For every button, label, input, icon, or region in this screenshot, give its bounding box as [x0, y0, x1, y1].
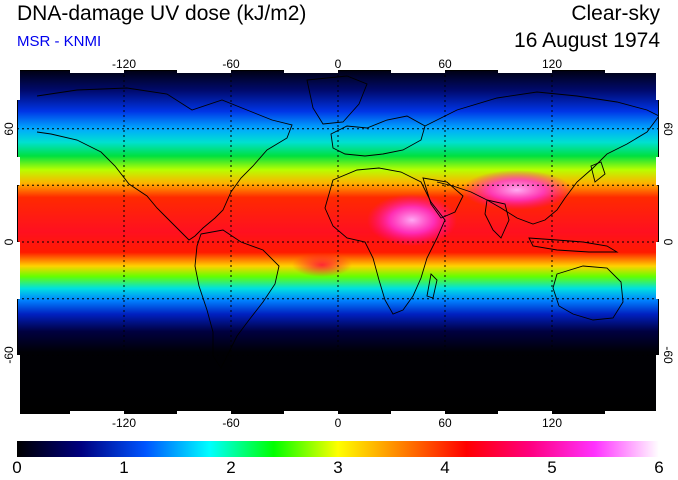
uv-max-tibet [462, 170, 572, 210]
frame-ticks [17, 70, 659, 414]
lon-tick-top: -60 [222, 57, 240, 71]
colorbar [17, 441, 659, 457]
europe-coast [330, 115, 426, 157]
graticule [17, 70, 659, 414]
colorbar-label: 0 [12, 458, 22, 477]
map-title: DNA-damage UV dose (kJ/m2) [17, 2, 307, 25]
south-america-coast [194, 229, 280, 369]
colorbar-gradient [17, 441, 659, 457]
lon-tick-top: 60 [438, 57, 452, 71]
lon-tick-bottom: 60 [438, 416, 452, 430]
lat-tick-left: -60 [2, 346, 16, 364]
source-label: MSR - KNMI [17, 33, 102, 50]
uv-dose-world-map [17, 70, 659, 414]
lon-tick-bottom: -120 [111, 416, 137, 430]
colorbar-label: 6 [654, 458, 664, 477]
lat-tick-right: -60 [661, 346, 675, 364]
lat-tick-left: 60 [2, 122, 16, 136]
lat-tick-right: 60 [661, 122, 675, 136]
uv-max-sahara [367, 194, 457, 246]
japan-coast [590, 161, 606, 183]
colorbar-label: 4 [440, 458, 450, 477]
madagascar-coast [426, 273, 438, 299]
lat-tick-right: 0 [661, 238, 675, 246]
uv-high-atlantic [292, 253, 352, 277]
india-coast [484, 199, 510, 239]
colorbar-label: 2 [226, 458, 236, 477]
lon-tick-bottom: -60 [222, 416, 240, 430]
colorbar-label: 5 [547, 458, 557, 477]
greenland-coast [306, 75, 368, 125]
lon-tick-bottom: 0 [334, 416, 342, 430]
sky-condition: Clear-sky [571, 2, 660, 25]
arabia-coast [422, 177, 464, 219]
asia-coast [424, 91, 659, 225]
colorbar-label: 1 [119, 458, 129, 477]
north-america-coast [36, 87, 293, 241]
coastlines [36, 75, 659, 369]
lon-tick-top: 120 [541, 57, 563, 71]
africa-coast [324, 167, 446, 315]
lon-tick-top: 0 [334, 57, 342, 71]
map-date: 16 August 1974 [514, 29, 660, 52]
indonesia-coast [528, 237, 619, 253]
lon-tick-top: -120 [111, 57, 137, 71]
colorbar-label: 3 [333, 458, 343, 477]
lat-tick-left: 0 [2, 238, 16, 246]
australia-coast [552, 265, 624, 321]
lon-tick-bottom: 120 [541, 416, 563, 430]
